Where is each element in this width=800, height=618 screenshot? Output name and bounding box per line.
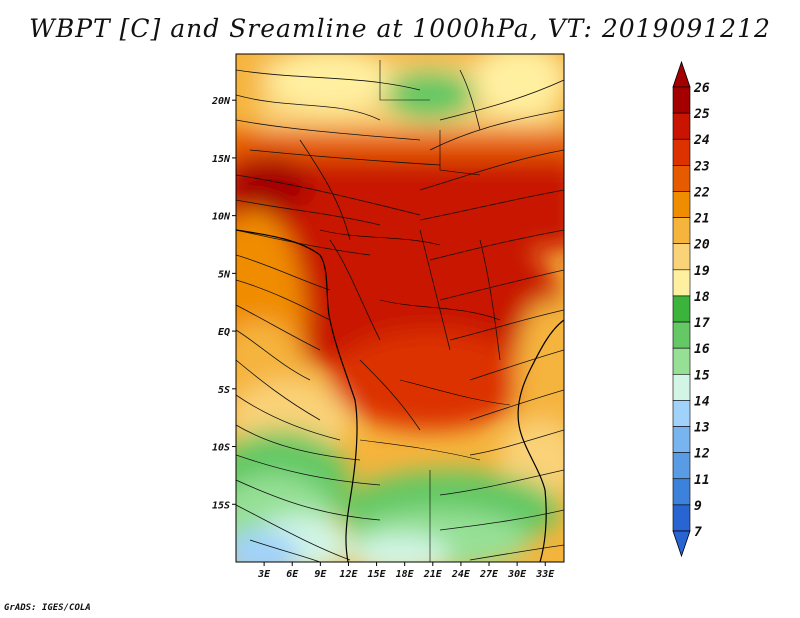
x-tick-label: 12E — [339, 569, 358, 580]
colorbar-label: 7 — [694, 525, 702, 540]
x-tick-label: 6E — [286, 569, 299, 580]
colorbar-swatch — [673, 374, 690, 400]
colorbar-label: 20 — [693, 238, 710, 253]
colorbar-swatch — [673, 322, 690, 348]
colorbar-label: 16 — [694, 342, 710, 357]
colorbar-label: 18 — [694, 290, 710, 305]
colorbar-label: 21 — [693, 212, 710, 227]
wbpt-field — [205, 40, 580, 580]
x-tick-label: 30E — [507, 569, 527, 580]
y-tick-label: 15N — [212, 154, 231, 165]
colorbar-swatch — [673, 296, 690, 322]
colorbar-swatch — [673, 453, 690, 479]
x-tick-label: 21E — [423, 569, 443, 580]
x-tick-label: 15E — [368, 569, 387, 580]
y-tick-label: 10N — [212, 212, 231, 223]
colorbar-swatch — [673, 191, 690, 217]
colorbar-label: 23 — [693, 159, 710, 174]
x-tick-label: 24E — [451, 569, 471, 580]
colorbar-swatch — [673, 505, 690, 531]
colorbar-label: 19 — [694, 264, 710, 279]
y-tick-label: 5S — [218, 385, 230, 396]
colorbar-label: 22 — [693, 185, 710, 200]
colorbar-swatch — [673, 218, 690, 244]
colorbar-label: 13 — [694, 421, 710, 436]
colorbar-swatch — [673, 87, 690, 113]
y-tick-label: 5N — [218, 269, 231, 280]
colorbar-label: 9 — [694, 499, 702, 514]
x-tick-label: 9E — [314, 569, 327, 580]
x-tick-label: 3E — [257, 569, 271, 580]
credit-text: GrADS: IGES/COLA — [4, 603, 91, 613]
colorbar-label: 14 — [694, 394, 710, 409]
colorbar-swatch — [673, 113, 690, 139]
colorbar-label: 25 — [693, 107, 710, 122]
y-tick-label: 15S — [212, 500, 230, 511]
colorbar-top-arrow — [673, 62, 690, 87]
x-tick-label: 33E — [535, 569, 555, 580]
colorbar-label: 15 — [694, 368, 710, 383]
colorbar-swatch — [673, 479, 690, 505]
y-axis: 20N 15N 10N 5N EQ 5S 10S 15S — [211, 96, 236, 511]
colorbar-swatch — [673, 270, 690, 296]
colorbar-swatch — [673, 139, 690, 165]
map-figure: 3E 6E 9E 12E 15E 18E 21E 24E 27E 30E 33E 20N 15N 10N… — [0, 0, 800, 618]
colorbar: 26 25 24 23 22 21 20 19 18 17 16 15 14 13 12 11 9 7 — [673, 62, 710, 556]
y-tick-label: 10S — [212, 443, 230, 454]
colorbar-swatch — [673, 244, 690, 270]
colorbar-label: 24 — [693, 133, 710, 148]
colorbar-label: 17 — [694, 316, 710, 331]
colorbar-label: 11 — [694, 473, 710, 488]
colorbar-swatch — [673, 427, 690, 453]
colorbar-swatch — [673, 400, 690, 426]
colorbar-label: 26 — [693, 81, 710, 96]
x-tick-label: 27E — [479, 569, 499, 580]
y-tick-label: EQ — [218, 327, 230, 338]
colorbar-bottom-arrow — [673, 531, 690, 556]
colorbar-label: 12 — [694, 447, 710, 462]
x-tick-label: 18E — [396, 569, 415, 580]
x-axis: 3E 6E 9E 12E 15E 18E 21E 24E 27E 30E 33E — [257, 562, 555, 580]
colorbar-swatch — [673, 348, 690, 374]
colorbar-swatch — [673, 165, 690, 191]
y-tick-label: 20N — [211, 96, 231, 107]
